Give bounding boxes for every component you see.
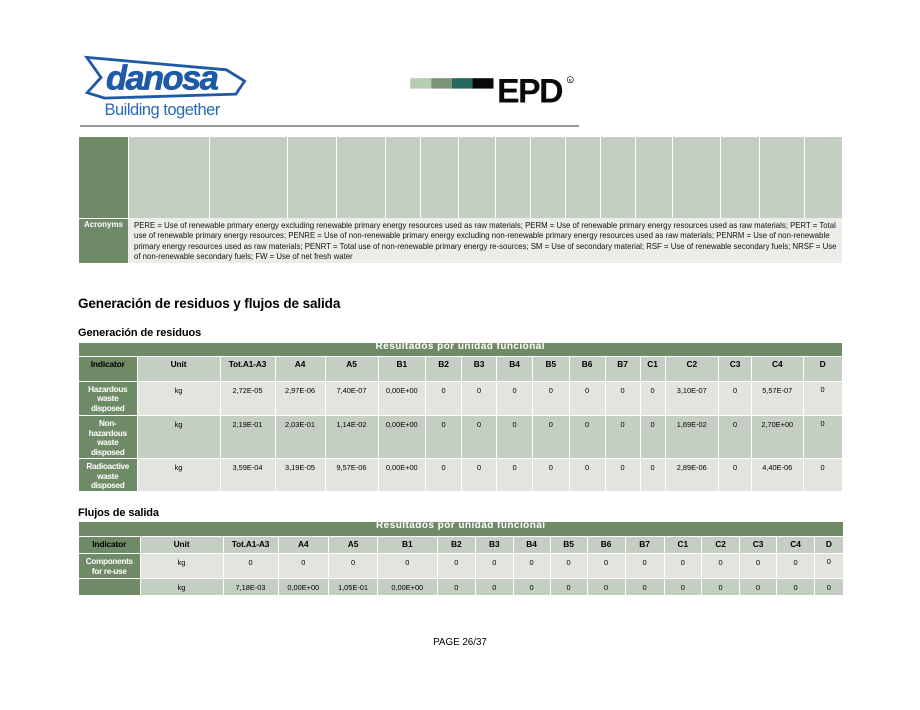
svg-text:R: R xyxy=(569,78,572,83)
svg-text:Building together: Building together xyxy=(105,101,221,119)
svg-text:danosa: danosa xyxy=(106,60,219,98)
svg-text:EPD: EPD xyxy=(497,72,563,110)
